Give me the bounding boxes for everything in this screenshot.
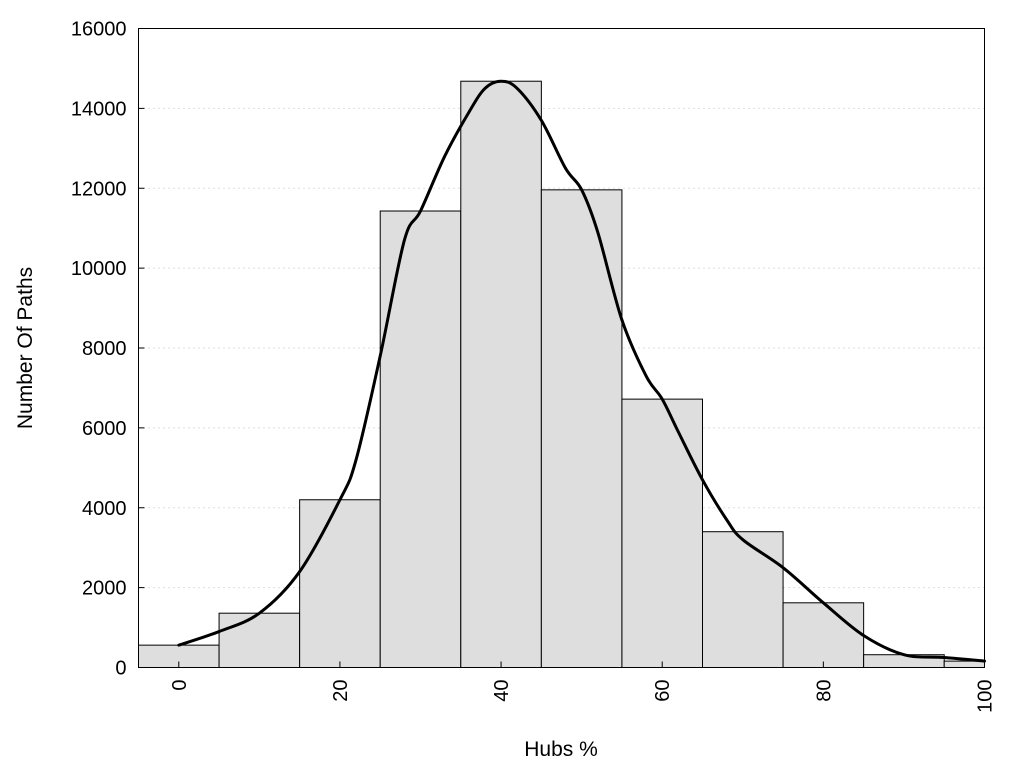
density-curve bbox=[177, 79, 986, 663]
x-tick-label: 20 bbox=[330, 680, 352, 702]
x-tick-label: 0 bbox=[169, 680, 191, 691]
histogram-bar bbox=[540, 189, 623, 668]
density-curve-layer bbox=[177, 79, 986, 663]
grid-lines bbox=[138, 107, 985, 589]
histogram-bar bbox=[299, 499, 381, 669]
histogram-bar bbox=[702, 531, 784, 669]
x-tick-label: 60 bbox=[652, 680, 674, 702]
x-tick-label: 100 bbox=[975, 680, 997, 713]
y-axis-label: Number Of Paths bbox=[14, 267, 37, 429]
y-tick-label: 2000 bbox=[82, 578, 127, 600]
x-axis-ticks: 0 20 40 60 80 100 bbox=[169, 661, 997, 713]
histogram-bars bbox=[138, 80, 986, 669]
x-tick-label: 80 bbox=[813, 680, 835, 702]
x-tick-label: 40 bbox=[491, 680, 513, 702]
histogram-bar bbox=[782, 602, 865, 669]
y-tick-label: 12000 bbox=[71, 178, 127, 200]
y-axis-ticks: 0 2000 4000 6000 8000 10000 12000 14000 16000 bbox=[71, 19, 145, 680]
y-tick-label: 8000 bbox=[82, 338, 127, 360]
y-tick-label: 10000 bbox=[71, 258, 127, 280]
y-tick-label: 16000 bbox=[71, 19, 127, 41]
y-tick-label: 4000 bbox=[82, 498, 127, 520]
histogram-bar bbox=[218, 612, 301, 668]
y-tick-label: 6000 bbox=[82, 418, 127, 440]
histogram-bar bbox=[460, 80, 542, 668]
histogram-bar bbox=[943, 660, 986, 668]
histogram-bar bbox=[621, 398, 704, 668]
y-tick-label: 0 bbox=[115, 658, 126, 680]
histogram-bar bbox=[379, 210, 462, 668]
y-tick-label: 14000 bbox=[71, 98, 127, 120]
x-axis-label: Hubs % bbox=[524, 738, 598, 761]
